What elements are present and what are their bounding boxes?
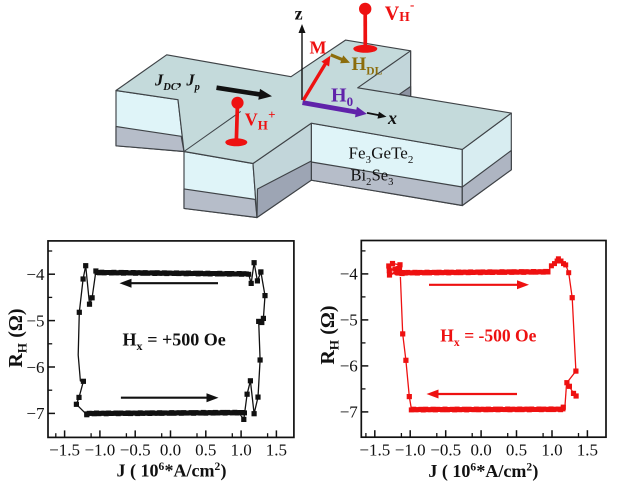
svg-text:−0.5: −0.5: [430, 440, 461, 459]
svg-text:−5: −5: [26, 311, 44, 330]
svg-text:Fe3 GeTe2: Fe3 GeTe2: [349, 144, 414, 167]
svg-text:−7: −7: [26, 404, 45, 423]
svg-text:0.5: 0.5: [506, 440, 527, 459]
svg-text:1.0: 1.0: [230, 441, 251, 460]
svg-text:−7: −7: [340, 403, 359, 422]
svg-text:RH (Ω): RH (Ω): [317, 305, 342, 364]
svg-text:Bi2 Se3: Bi2 Se3: [351, 166, 394, 189]
svg-text:−1.5: −1.5: [49, 441, 80, 460]
svg-text:M: M: [310, 38, 327, 58]
svg-text:−5: −5: [340, 311, 358, 330]
svg-text:−1.5: −1.5: [359, 440, 390, 459]
svg-text:J ( 106 *A/cm2 ): J ( 106 *A/cm2 ): [428, 461, 538, 482]
svg-text:−4: −4: [340, 265, 359, 284]
svg-text:1.0: 1.0: [541, 440, 562, 459]
svg-text:0.0: 0.0: [470, 440, 491, 459]
svg-text:Hx = +500 Oe: Hx = +500 Oe: [123, 330, 226, 354]
svg-text:RH (Ω): RH (Ω): [5, 308, 30, 367]
svg-text:Hx = -500 Oe: Hx = -500 Oe: [440, 326, 536, 350]
svg-text:z: z: [295, 4, 303, 24]
svg-text:−1.0: −1.0: [84, 441, 115, 460]
svg-text:1.5: 1.5: [266, 441, 287, 460]
svg-text:−1.0: −1.0: [395, 440, 426, 459]
svg-text:−6: −6: [340, 357, 358, 376]
svg-text:−0.5: −0.5: [120, 441, 151, 460]
svg-text:−6: −6: [26, 358, 44, 377]
svg-text:1.5: 1.5: [577, 440, 598, 459]
svg-text:−4: −4: [26, 265, 45, 284]
svg-text:x: x: [387, 108, 397, 128]
svg-text:J ( 106 *A/cm2 ): J ( 106 *A/cm2 ): [117, 461, 227, 482]
svg-text:0.0: 0.0: [160, 441, 181, 460]
svg-text:0.5: 0.5: [195, 441, 216, 460]
